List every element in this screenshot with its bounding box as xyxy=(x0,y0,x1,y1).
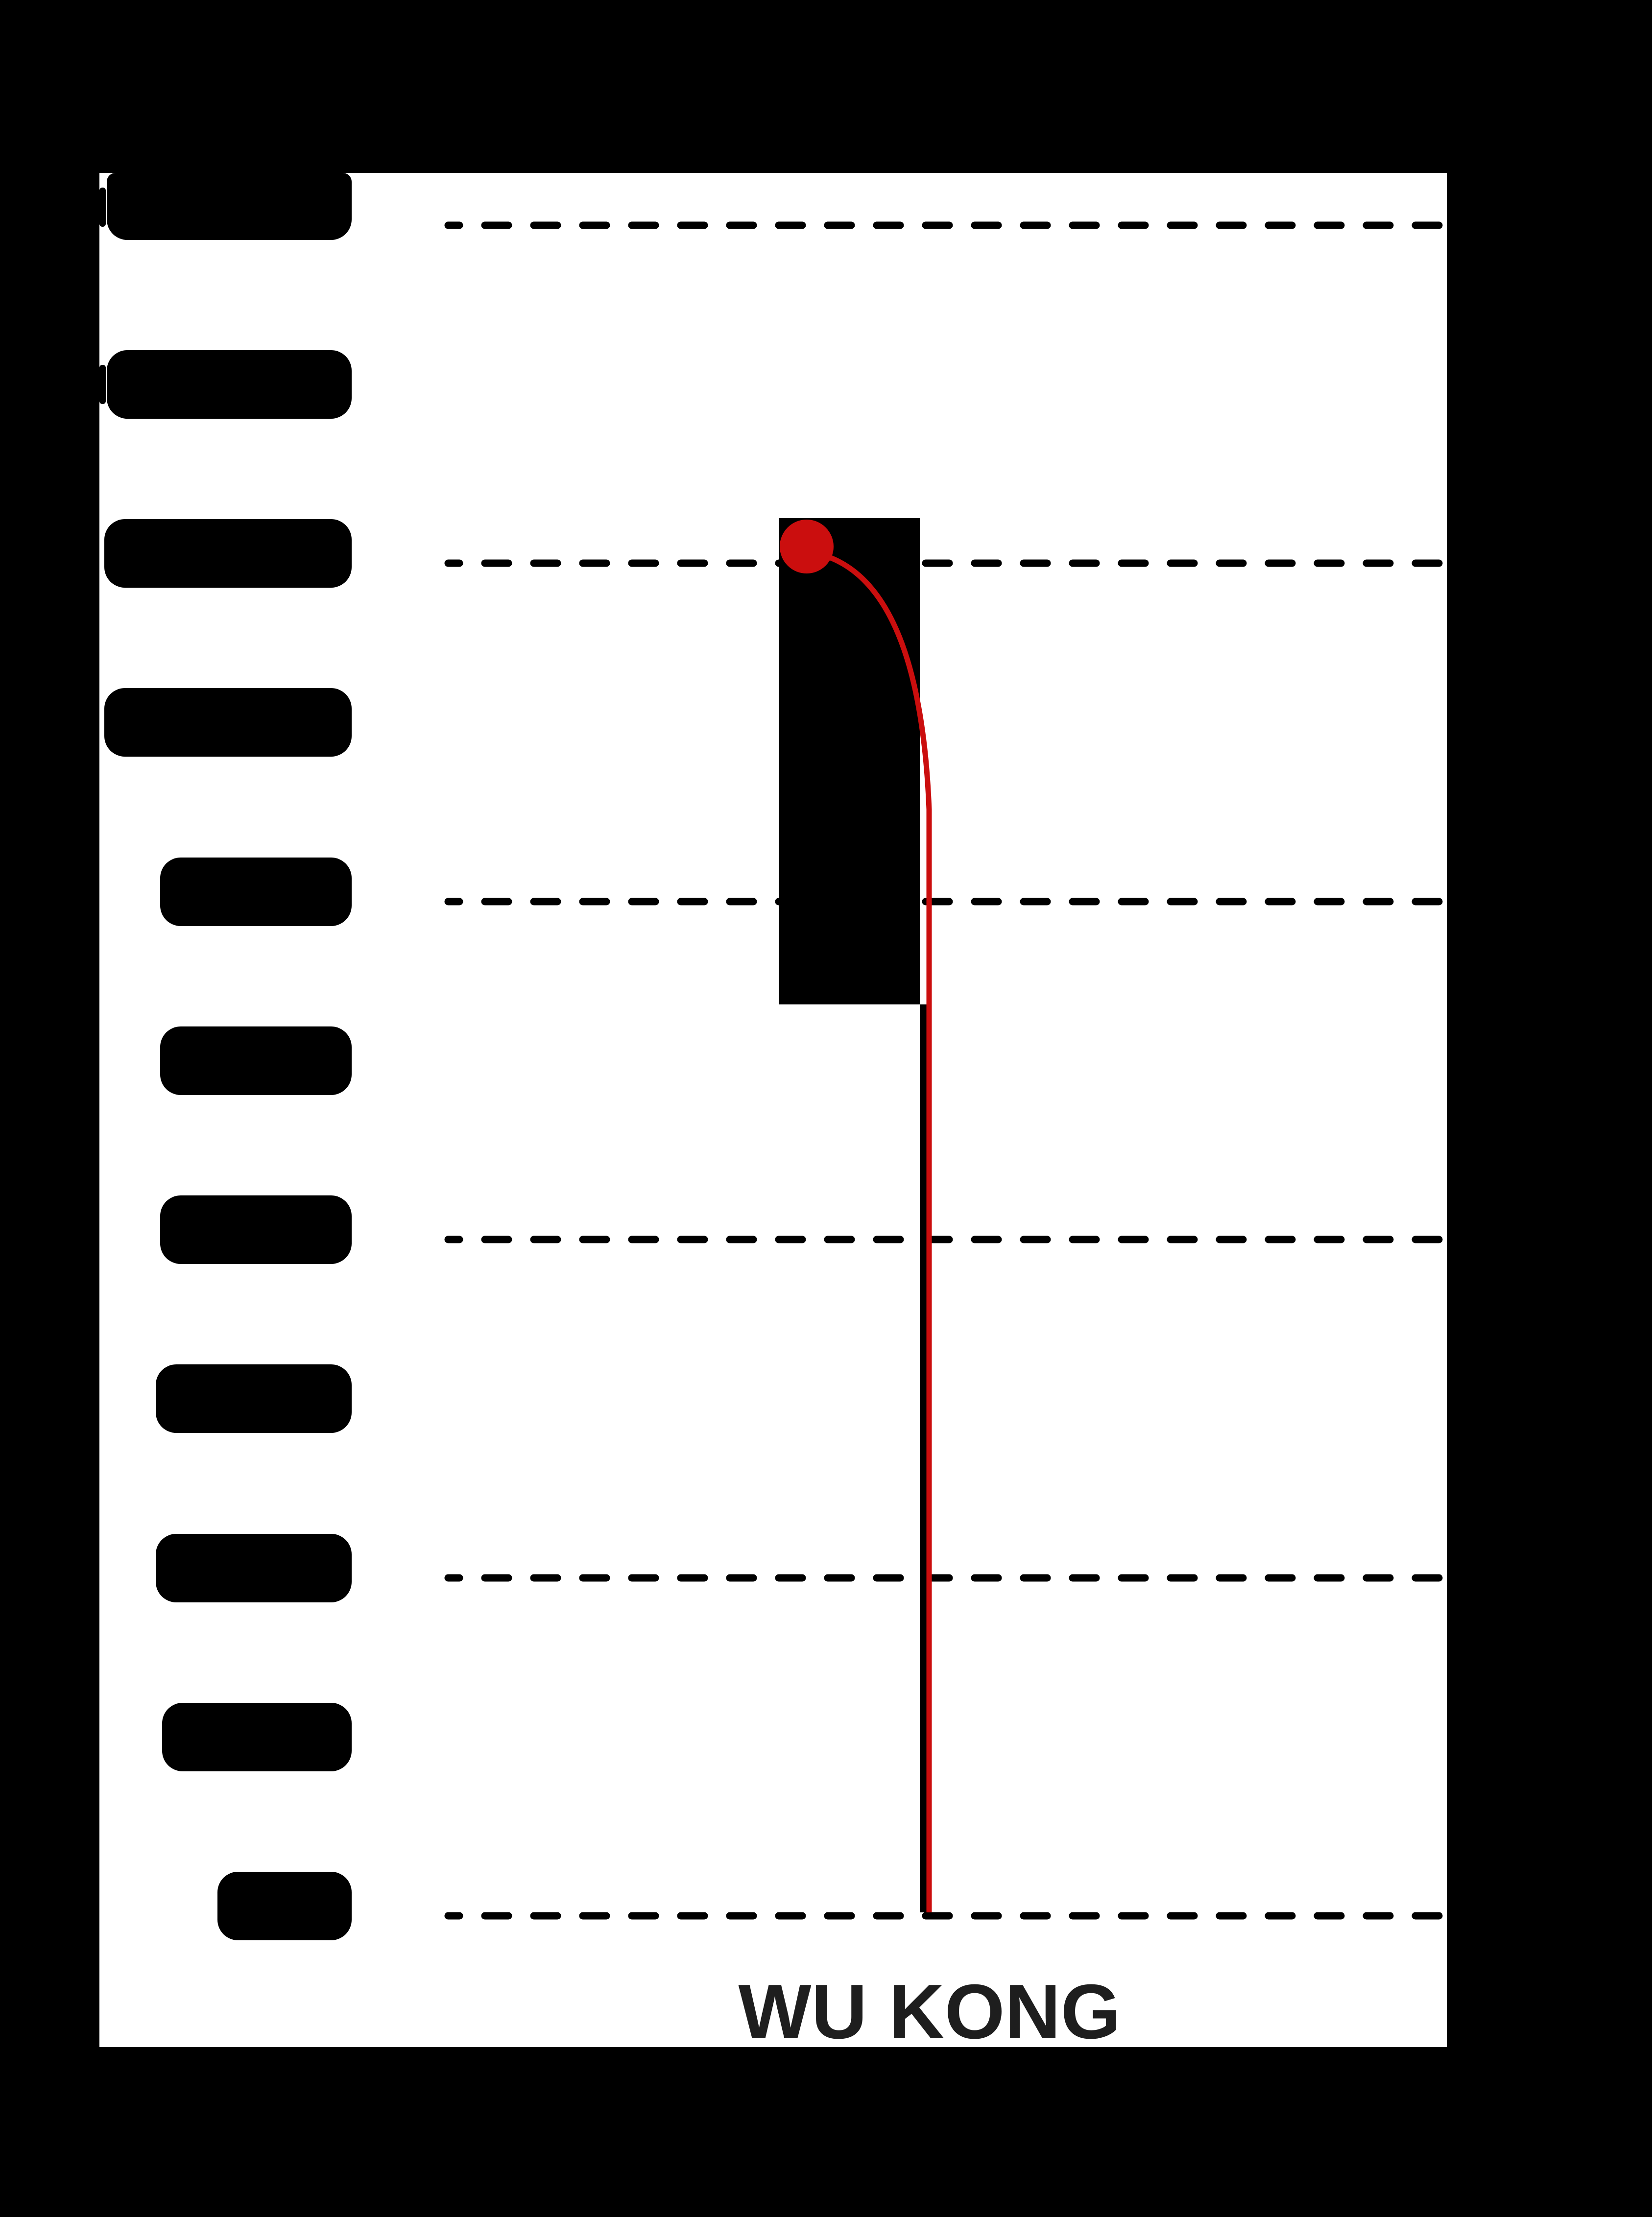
y-axis-tick-blob xyxy=(104,519,352,588)
y-axis-tick-blob xyxy=(104,688,352,757)
y-axis-tick-blob xyxy=(160,1195,352,1264)
y-axis-tick-blob xyxy=(156,1534,352,1602)
drop-line-black xyxy=(920,1004,927,1912)
y-axis-tick-blob-fragment xyxy=(99,188,106,227)
y-axis-tick-blob xyxy=(217,1872,352,1940)
y-axis-tick-blob xyxy=(160,1026,352,1095)
y-axis-tick-blob-fragment xyxy=(99,365,106,404)
y-axis-tick-blob xyxy=(156,1364,352,1433)
y-axis-tick-blob xyxy=(162,1703,352,1771)
value-bar xyxy=(779,518,920,1004)
chart-panel: WU KONG xyxy=(99,173,1447,2055)
x-axis-category-label: WU KONG xyxy=(738,1969,1121,2055)
y-axis-tick-blob xyxy=(107,350,352,419)
data-point-marker xyxy=(780,520,834,573)
plot-area xyxy=(444,221,1447,1920)
y-axis-tick-blob xyxy=(160,858,352,926)
y-axis-tick-blob xyxy=(107,173,352,240)
trajectory-line xyxy=(827,554,932,1912)
